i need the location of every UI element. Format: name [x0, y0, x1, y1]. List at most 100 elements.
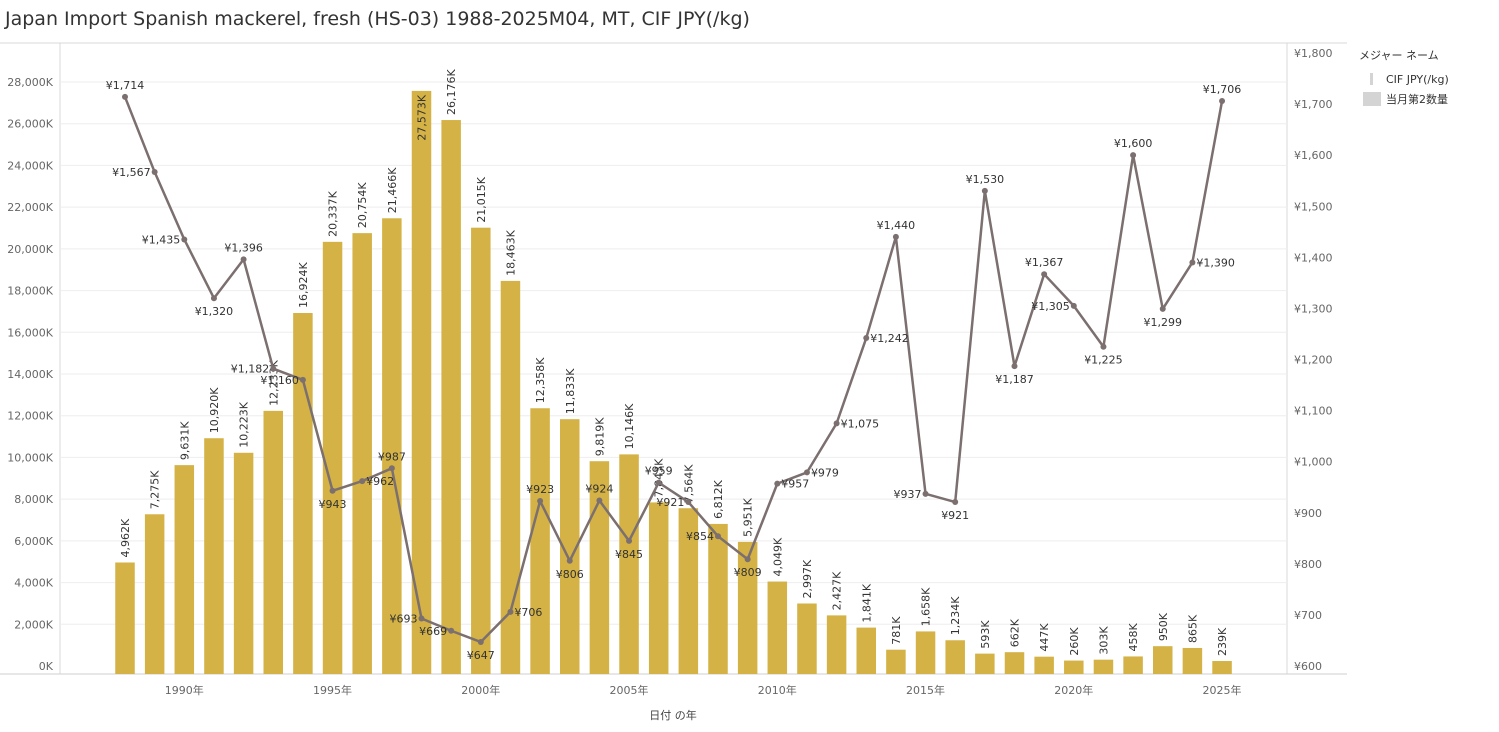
x-tick-label: 2005年: [610, 683, 649, 697]
line-point: [418, 615, 425, 622]
bar: [737, 541, 758, 674]
bar-data-label: 10,146K: [623, 403, 636, 449]
line-point: [240, 256, 247, 263]
x-tick-label: 1995年: [313, 683, 352, 697]
x-axis-title: 日付 の年: [649, 708, 697, 722]
x-tick-label: 2025年: [1203, 683, 1242, 697]
legend-item-bar[interactable]: 当月第2数量: [1359, 89, 1449, 109]
line-point: [715, 533, 721, 540]
left-tick-label: 10,000K: [7, 451, 53, 464]
bar: [826, 615, 847, 674]
line-data-label: ¥854: [686, 530, 714, 543]
right-tick-label: ¥600: [1294, 660, 1322, 673]
bar-data-label: 1,234K: [949, 596, 962, 635]
left-tick-label: 20,000K: [7, 243, 53, 256]
bar: [382, 218, 402, 674]
bar-data-label: 7,564K: [682, 464, 695, 503]
left-tick-label: 18,000K: [7, 285, 53, 298]
bar: [708, 523, 728, 674]
line-point: [803, 469, 810, 476]
bar: [530, 408, 550, 674]
legend: メジャー ネーム CIF JPY(/kg) 当月第2数量: [1359, 47, 1449, 109]
right-tick-label: ¥1,200: [1294, 354, 1333, 367]
line-point: [892, 233, 899, 240]
line-data-label: ¥1,242: [870, 332, 909, 345]
bar-data-label: 4,962K: [119, 518, 132, 557]
x-tick-label: 2010年: [758, 683, 797, 697]
bar-data-label: 6,812K: [712, 479, 725, 518]
line-point: [744, 556, 751, 563]
line-data-label: ¥1,299: [1144, 316, 1183, 329]
line-data-label: ¥1,530: [966, 173, 1005, 186]
line-point: [537, 498, 544, 505]
bar-data-label: 239K: [1216, 627, 1229, 656]
bar: [560, 419, 580, 674]
bar: [619, 454, 639, 674]
bar-data-label: 10,920K: [208, 387, 221, 433]
bar: [945, 640, 965, 674]
right-tick-label: ¥1,400: [1294, 251, 1333, 264]
bar: [471, 227, 491, 675]
bar-data-label: 27,573K: [416, 94, 429, 140]
bar-series: [115, 90, 1232, 675]
bar: [1123, 656, 1143, 674]
bar-data-label: 458K: [1127, 622, 1140, 651]
line-data-label: ¥1,367: [1025, 256, 1064, 269]
right-tick-label: ¥1,600: [1294, 149, 1333, 162]
line-data-label: ¥1,182: [231, 363, 270, 376]
line-point: [596, 497, 603, 504]
line-point: [1041, 271, 1048, 278]
legend-item-line[interactable]: CIF JPY(/kg): [1359, 69, 1449, 89]
line-data-label: ¥806: [556, 568, 584, 581]
bar-data-label: 10,223K: [238, 401, 251, 447]
line-data-label: ¥1,440: [877, 219, 916, 232]
bar: [856, 627, 876, 674]
line-data-label: ¥987: [378, 450, 406, 463]
bar-data-label: 20,754K: [356, 182, 369, 228]
line-point: [922, 490, 929, 497]
line-series: [122, 93, 1226, 645]
legend-title: メジャー ネーム: [1359, 49, 1439, 62]
line-point: [270, 365, 277, 372]
bar-data-label: 12,358K: [534, 357, 547, 403]
x-tick-label: 2020年: [1054, 683, 1093, 697]
bar: [144, 514, 165, 674]
right-tick-label: ¥900: [1294, 507, 1322, 520]
line-point: [1100, 343, 1107, 350]
line-point: [685, 499, 692, 506]
right-tick-label: ¥1,100: [1294, 405, 1333, 418]
line-point: [151, 169, 158, 176]
line-data-label: ¥923: [526, 483, 554, 496]
line-point: [1219, 98, 1226, 105]
left-tick-label: 28,000K: [7, 76, 53, 89]
line-data-label: ¥921: [941, 509, 969, 522]
bar-data-label: 9,631K: [178, 421, 191, 460]
line-data-label: ¥957: [781, 478, 809, 491]
right-tick-label: ¥1,300: [1294, 302, 1333, 315]
line-point: [655, 479, 662, 486]
bar-data-label: 11,833K: [564, 368, 577, 414]
bar: [797, 603, 817, 674]
line-point: [1011, 363, 1018, 370]
line-point: [359, 478, 366, 485]
line-data-label: ¥1,320: [195, 305, 234, 318]
line-point: [210, 295, 217, 302]
bar: [886, 649, 906, 674]
line-data-label: ¥693: [390, 612, 418, 625]
bar-data-label: 1,658K: [920, 587, 933, 626]
bar-data-label: 593K: [979, 620, 992, 649]
bar-data-label: 865K: [1186, 614, 1199, 643]
line-point: [507, 608, 514, 615]
x-tick-label: 2015年: [906, 683, 945, 697]
line-point: [448, 627, 455, 634]
line-point: [981, 187, 988, 194]
bar-data-label: 21,015K: [475, 176, 488, 222]
bar-data-label: 9,819K: [593, 417, 606, 456]
bar-data-label: 5,951K: [742, 497, 755, 536]
line-data-label: ¥943: [319, 498, 347, 511]
bar: [589, 461, 610, 674]
left-tick-label: 14,000K: [7, 368, 53, 381]
left-tick-label: 24,000K: [7, 159, 53, 172]
line-point: [1159, 305, 1166, 312]
